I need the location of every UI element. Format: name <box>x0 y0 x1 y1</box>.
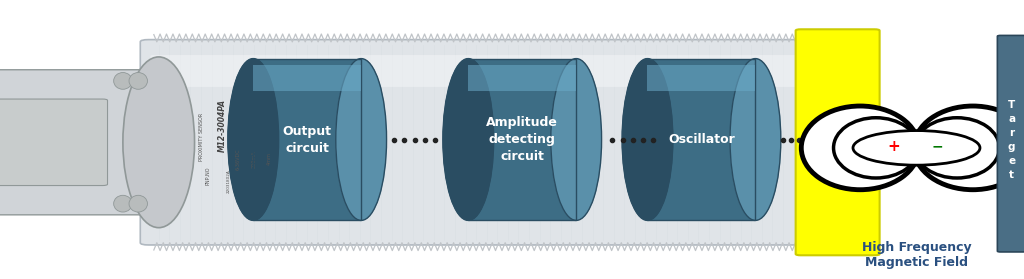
Ellipse shape <box>622 59 673 220</box>
FancyBboxPatch shape <box>140 40 812 245</box>
Ellipse shape <box>730 59 781 220</box>
Ellipse shape <box>834 118 919 178</box>
Text: PNP,NO: PNP,NO <box>206 167 210 185</box>
Ellipse shape <box>336 59 387 220</box>
Ellipse shape <box>914 118 999 178</box>
Text: Sensing
Face: Sensing Face <box>810 127 865 158</box>
FancyBboxPatch shape <box>253 65 361 91</box>
FancyBboxPatch shape <box>468 65 577 91</box>
FancyBboxPatch shape <box>0 70 169 215</box>
Text: Oscillator: Oscillator <box>668 133 735 146</box>
Ellipse shape <box>129 195 147 212</box>
Ellipse shape <box>227 59 279 220</box>
Ellipse shape <box>442 59 494 220</box>
Text: Output
circuit: Output circuit <box>283 124 332 155</box>
FancyBboxPatch shape <box>796 29 880 255</box>
FancyBboxPatch shape <box>997 35 1024 252</box>
Text: T
a
r
g
e
t: T a r g e t <box>1008 100 1016 179</box>
FancyBboxPatch shape <box>151 55 802 87</box>
FancyBboxPatch shape <box>647 59 756 220</box>
Text: M12-3004PA: M12-3004PA <box>218 99 226 152</box>
FancyBboxPatch shape <box>468 59 577 220</box>
Text: High Frequency
Magnetic Field: High Frequency Magnetic Field <box>861 241 972 269</box>
FancyBboxPatch shape <box>0 99 108 186</box>
FancyBboxPatch shape <box>647 65 756 91</box>
Text: 6-36VDC: 6-36VDC <box>237 148 241 170</box>
Text: PROXIMITY SENSOR: PROXIMITY SENSOR <box>200 113 204 161</box>
Text: Amplitude
detecting
circuit: Amplitude detecting circuit <box>486 116 558 163</box>
Ellipse shape <box>123 57 195 228</box>
Circle shape <box>853 131 980 165</box>
Text: 200mA: 200mA <box>252 150 256 168</box>
FancyBboxPatch shape <box>253 59 361 220</box>
Text: +: + <box>888 139 900 154</box>
Text: 4mm: 4mm <box>267 153 271 165</box>
Ellipse shape <box>114 73 132 89</box>
Ellipse shape <box>914 106 1024 190</box>
Ellipse shape <box>801 106 920 190</box>
Ellipse shape <box>129 73 147 89</box>
Text: 22031802A: 22031802A <box>226 169 230 193</box>
Text: −: − <box>931 140 943 154</box>
Ellipse shape <box>114 195 132 212</box>
Ellipse shape <box>551 59 602 220</box>
